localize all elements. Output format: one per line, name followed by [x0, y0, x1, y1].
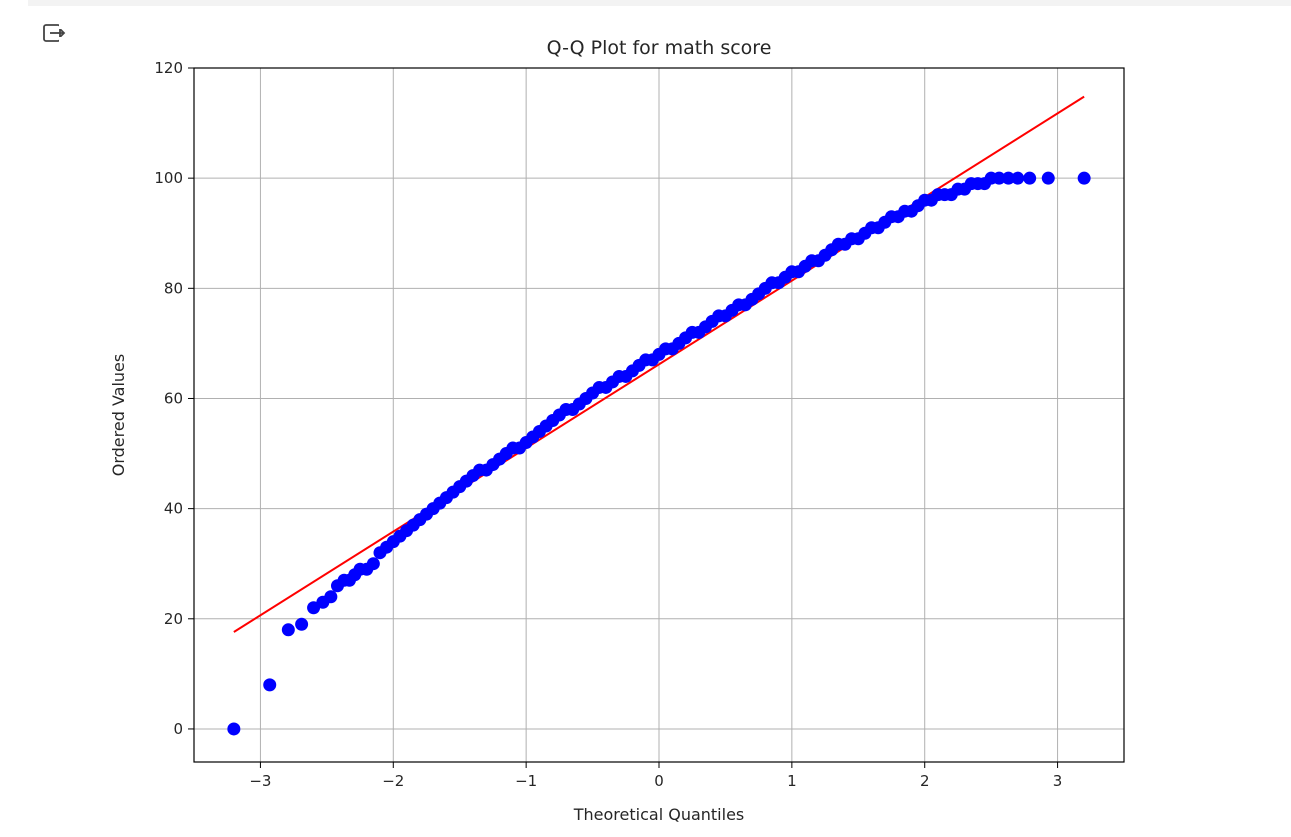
data-point — [1041, 171, 1055, 185]
data-point — [1011, 171, 1025, 185]
y-tick-label: 80 — [164, 279, 183, 297]
x-axis-label: Theoretical Quantiles — [573, 805, 745, 824]
x-tick-label: −2 — [382, 772, 404, 790]
x-tick-label: 0 — [654, 772, 664, 790]
y-tick-label: 120 — [154, 59, 183, 77]
data-point — [263, 678, 277, 692]
y-tick-label: 20 — [164, 610, 183, 628]
chart-title: Q-Q Plot for math score — [547, 37, 772, 59]
y-axis-label: Ordered Values — [109, 354, 128, 476]
data-point — [1001, 171, 1015, 185]
fit-line-group — [233, 95, 1085, 633]
y-tick-label: 100 — [154, 169, 183, 187]
data-point — [295, 617, 309, 631]
output-redirect-icon[interactable] — [40, 20, 68, 48]
fit-line — [233, 95, 1085, 633]
data-point — [1077, 171, 1091, 185]
y-tick-label: 60 — [164, 389, 183, 407]
x-tick-label: 1 — [787, 772, 797, 790]
axis-ticks: −3 −2 −1 0 1 2 3 0 20 40 60 80 100 120 — [154, 59, 1062, 790]
data-point — [992, 171, 1006, 185]
x-tick-label: −3 — [249, 772, 271, 790]
data-point — [227, 722, 241, 736]
data-points — [227, 171, 1091, 736]
grid — [194, 67, 1124, 762]
y-tick-label: 0 — [173, 720, 183, 738]
data-point — [366, 557, 380, 571]
y-tick-label: 40 — [164, 500, 183, 518]
cell-top-divider — [28, 0, 1291, 6]
data-point — [324, 590, 338, 604]
x-tick-label: 3 — [1053, 772, 1063, 790]
data-point — [281, 623, 295, 637]
x-tick-label: −1 — [515, 772, 537, 790]
x-tick-label: 2 — [920, 772, 930, 790]
data-point — [1023, 171, 1037, 185]
